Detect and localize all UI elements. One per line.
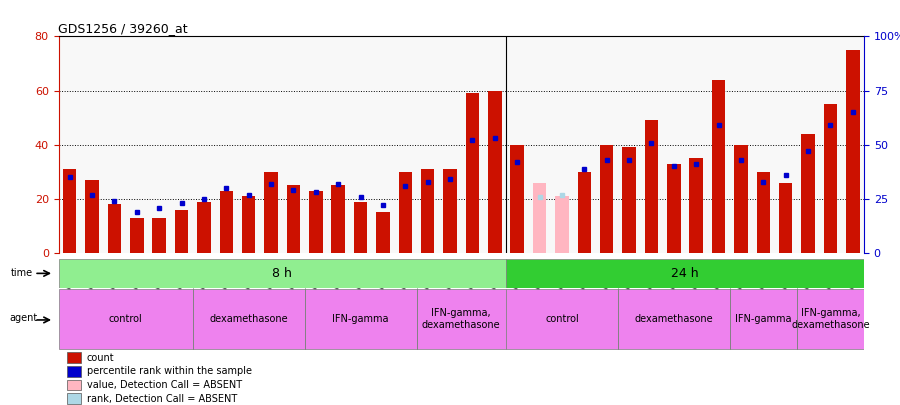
Text: IFN-gamma: IFN-gamma [332, 314, 389, 324]
Text: IFN-gamma,
dexamethasone: IFN-gamma, dexamethasone [791, 308, 869, 330]
Bar [644, 120, 658, 253]
Bar [734, 145, 748, 253]
Bar [331, 185, 345, 253]
Bar [801, 134, 814, 253]
Bar [152, 218, 166, 253]
Text: control: control [545, 314, 579, 324]
Bar [130, 218, 143, 253]
Bar [67, 352, 81, 363]
Text: IFN-gamma,
dexamethasone: IFN-gamma, dexamethasone [422, 308, 500, 330]
Bar [578, 172, 591, 253]
Bar [193, 289, 304, 349]
Bar [63, 169, 76, 253]
Bar [444, 169, 457, 253]
Bar [618, 289, 730, 349]
Bar [376, 213, 390, 253]
Bar [304, 289, 417, 349]
Bar [506, 289, 618, 349]
Bar [287, 185, 301, 253]
Bar [623, 147, 635, 253]
Bar [67, 366, 81, 377]
Bar [197, 202, 211, 253]
Text: rank, Detection Call = ABSENT: rank, Detection Call = ABSENT [86, 394, 237, 404]
Bar [533, 183, 546, 253]
Text: IFN-gamma: IFN-gamma [735, 314, 792, 324]
Bar [265, 172, 278, 253]
Bar [730, 289, 796, 349]
Text: time: time [11, 269, 33, 278]
Bar [600, 145, 614, 253]
Bar [242, 196, 256, 253]
Bar [555, 196, 569, 253]
Text: agent: agent [9, 313, 37, 323]
Bar [712, 80, 725, 253]
Bar [175, 210, 188, 253]
Bar [67, 380, 81, 390]
Bar [506, 259, 864, 288]
Bar [846, 50, 860, 253]
Text: GDS1256 / 39260_at: GDS1256 / 39260_at [58, 22, 188, 35]
Bar [220, 191, 233, 253]
Bar [417, 289, 506, 349]
Bar [689, 158, 703, 253]
Text: dexamethasone: dexamethasone [634, 314, 713, 324]
Text: control: control [109, 314, 142, 324]
Text: percentile rank within the sample: percentile rank within the sample [86, 366, 252, 376]
Bar [399, 172, 412, 253]
Text: count: count [86, 353, 114, 362]
Bar [421, 169, 435, 253]
Bar [824, 104, 837, 253]
Bar [667, 164, 680, 253]
Bar [757, 172, 770, 253]
Bar [108, 205, 122, 253]
Bar [354, 202, 367, 253]
Bar [465, 93, 479, 253]
Text: 24 h: 24 h [671, 267, 698, 280]
Bar [58, 259, 506, 288]
Bar [86, 180, 99, 253]
Bar [58, 289, 193, 349]
Bar [510, 145, 524, 253]
Bar [67, 393, 81, 404]
Bar [309, 191, 322, 253]
Text: value, Detection Call = ABSENT: value, Detection Call = ABSENT [86, 380, 242, 390]
Bar [488, 91, 501, 253]
Text: 8 h: 8 h [273, 267, 292, 280]
Text: dexamethasone: dexamethasone [210, 314, 288, 324]
Bar [779, 183, 792, 253]
Bar [796, 289, 864, 349]
